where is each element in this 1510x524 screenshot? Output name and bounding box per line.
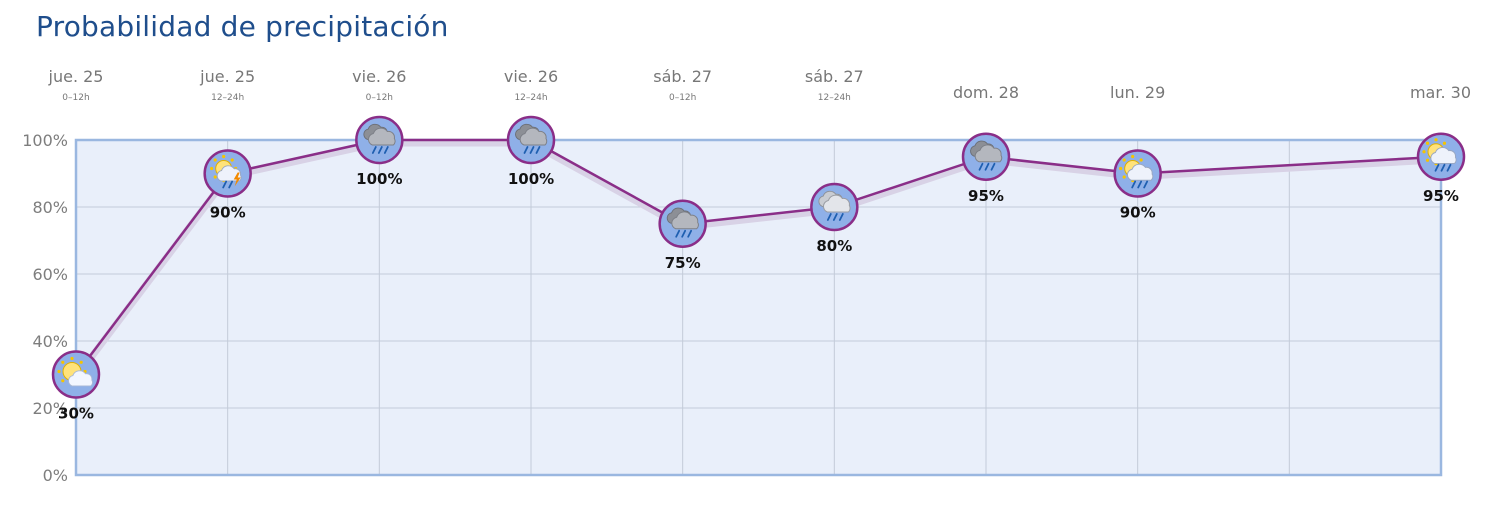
sun-cloud-rain-icon [1119,154,1154,189]
data-label: 80% [816,237,852,255]
data-label: 90% [1120,204,1156,222]
x-tick-day: sáb. 27 [653,67,712,86]
x-tick-period: 12–24h [514,93,547,103]
heavy-rain-cloud-icon [363,123,396,154]
data-point-marker [506,115,556,165]
x-tick-day: vie. 26 [352,67,406,86]
x-tick-day: vie. 26 [504,67,558,86]
y-tick-label: 60% [32,265,68,284]
data-label: 90% [210,204,246,222]
plot-area [75,139,1442,476]
x-tick-day: dom. 28 [953,83,1019,102]
data-label: 95% [1423,187,1459,205]
data-point-marker [1416,132,1466,181]
x-tick-day: jue. 25 [199,67,255,86]
y-tick-label: 20% [32,399,68,418]
data-label: 95% [968,187,1004,205]
x-tick-period: 0–12h [669,93,696,103]
data-point-marker [203,149,252,198]
data-label: 100% [508,170,554,188]
y-tick-label: 80% [32,198,68,217]
x-tick-day: jue. 25 [48,67,104,86]
data-point-marker [658,199,707,248]
sun-cloud-rain-icon [1422,138,1457,172]
partly-cloudy-sun-icon [57,356,93,387]
x-tick-period: 0–12h [366,93,393,103]
x-tick-day: lun. 29 [1110,83,1165,102]
plot-border [74,138,1443,477]
x-tick-day: sáb. 27 [805,67,864,86]
light-rain-cloud-icon [818,190,851,221]
data-point-marker [51,350,101,399]
data-point-marker [1113,149,1162,198]
data-label: 100% [356,170,402,188]
x-tick-period: 12–24h [818,93,851,103]
y-tick-label: 0% [43,466,68,485]
heavy-rain-cloud-icon [515,123,548,154]
data-label: 75% [665,254,701,272]
data-point-marker [810,182,859,232]
x-tick-period: 12–24h [211,93,244,103]
chart-title: Probabilidad de precipitación [36,10,449,43]
data-label: 30% [58,405,94,423]
data-point-marker [961,132,1011,181]
sun-cloud-thunderstorm-icon [210,154,242,189]
y-tick-label: 100% [22,131,68,150]
x-tick-period: 0–12h [62,93,89,103]
heavy-rain-cloud-icon [970,140,1003,171]
heavy-rain-cloud-icon [666,207,699,238]
x-tick-day: mar. 30 [1410,83,1471,102]
data-point-marker [355,115,404,165]
y-tick-label: 40% [32,332,68,351]
